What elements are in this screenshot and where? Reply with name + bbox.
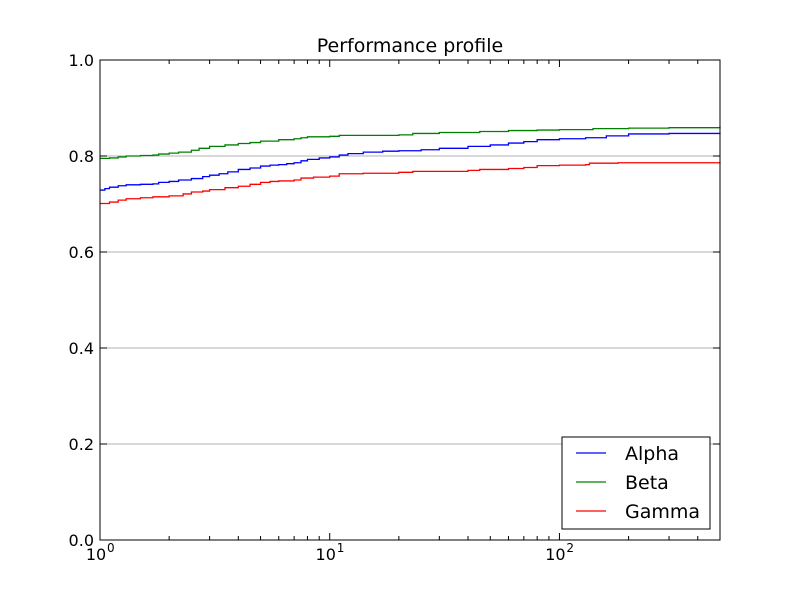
y-tick-label: 0.0 [69, 531, 94, 550]
x-tick-label: 10 [316, 545, 336, 564]
series-lines [100, 126, 721, 205]
chart-title: Performance profile [317, 35, 503, 57]
legend-items: Alpha Beta Gamma [576, 443, 700, 523]
x-tick-label: 10 [86, 545, 106, 564]
y-tick-label: 1.0 [69, 51, 94, 70]
x-tick-label-exponent: 1 [337, 541, 345, 555]
legend-label-beta: Beta [625, 472, 669, 494]
plot-frame [99, 59, 721, 541]
y-tick-label: 0.2 [69, 435, 94, 454]
axis-ticks: 0.00.20.40.60.81.010 0 10 1 10 2 [69, 51, 720, 564]
x-tick-label-exponent: 2 [566, 541, 574, 555]
x-tick-label-base: 10 [316, 545, 336, 564]
y-tick-label: 0.8 [69, 147, 94, 166]
legend-box [561, 436, 711, 530]
x-tick-label-exponent: 0 [107, 541, 115, 555]
x-tick-label-base: 10 [545, 545, 565, 564]
legend-label-gamma: Gamma [625, 501, 700, 523]
series-line-beta [100, 126, 721, 160]
x-tick-label-base: 10 [86, 545, 106, 564]
x-tick-label: 10 [545, 545, 565, 564]
series-line-gamma [100, 162, 721, 205]
legend-label-alpha: Alpha [625, 443, 679, 465]
series-line-alpha [100, 132, 721, 191]
y-tick-label: 0.4 [69, 339, 94, 358]
legend: Alpha Beta Gamma [561, 436, 711, 530]
y-tick-label: 0.6 [69, 243, 94, 262]
